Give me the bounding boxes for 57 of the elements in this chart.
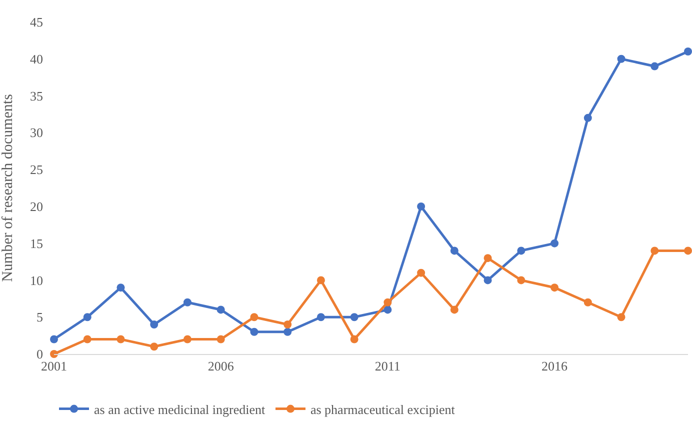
y-tick-label: 0 bbox=[36, 346, 43, 362]
point bbox=[650, 246, 659, 255]
x-tick-label: 2001 bbox=[41, 358, 67, 374]
y-tick-label: 20 bbox=[30, 198, 43, 214]
point bbox=[83, 313, 92, 322]
point bbox=[350, 335, 358, 344]
point bbox=[316, 313, 325, 322]
y-tick-label: 35 bbox=[30, 88, 43, 104]
point bbox=[617, 313, 626, 322]
point bbox=[250, 328, 258, 336]
y-tick-label: 10 bbox=[30, 272, 43, 288]
point bbox=[183, 335, 192, 344]
point bbox=[50, 350, 58, 358]
point bbox=[250, 313, 258, 322]
point bbox=[284, 320, 292, 328]
point bbox=[350, 313, 358, 322]
x-tick-label: 2011 bbox=[374, 358, 400, 374]
point bbox=[684, 246, 692, 255]
point bbox=[417, 268, 426, 277]
point bbox=[450, 306, 458, 314]
y-tick-label: 25 bbox=[30, 162, 43, 178]
point bbox=[684, 48, 692, 56]
point bbox=[517, 246, 526, 255]
point bbox=[584, 114, 592, 122]
point bbox=[550, 239, 559, 248]
point bbox=[384, 298, 392, 306]
point bbox=[116, 284, 125, 292]
point bbox=[417, 202, 426, 210]
y-tick-label: 45 bbox=[30, 14, 43, 30]
point bbox=[183, 298, 192, 306]
legend-label: as an active medicinal ingredient bbox=[94, 402, 266, 417]
point bbox=[384, 306, 392, 314]
point bbox=[216, 306, 225, 314]
point bbox=[617, 54, 626, 63]
point bbox=[83, 335, 92, 344]
point bbox=[284, 328, 292, 336]
y-tick-label: 40 bbox=[30, 51, 43, 66]
point bbox=[450, 246, 458, 255]
point bbox=[584, 298, 592, 306]
point bbox=[150, 342, 158, 351]
point bbox=[216, 335, 225, 344]
point bbox=[517, 276, 526, 284]
point bbox=[484, 276, 492, 284]
y-axis-title: Number of research documents bbox=[0, 94, 16, 282]
point bbox=[50, 335, 58, 344]
point bbox=[650, 62, 659, 70]
point bbox=[116, 335, 125, 344]
point bbox=[316, 276, 325, 284]
y-tick-label: 15 bbox=[30, 236, 43, 251]
point bbox=[150, 320, 158, 328]
x-tick-label: 2016 bbox=[542, 358, 568, 374]
x-tick-label: 2006 bbox=[208, 358, 234, 374]
legend-label: as pharmaceutical excipient bbox=[310, 402, 456, 417]
point bbox=[550, 284, 559, 292]
point bbox=[484, 254, 492, 262]
y-tick-label: 5 bbox=[36, 310, 43, 325]
y-tick-label: 30 bbox=[30, 125, 43, 140]
